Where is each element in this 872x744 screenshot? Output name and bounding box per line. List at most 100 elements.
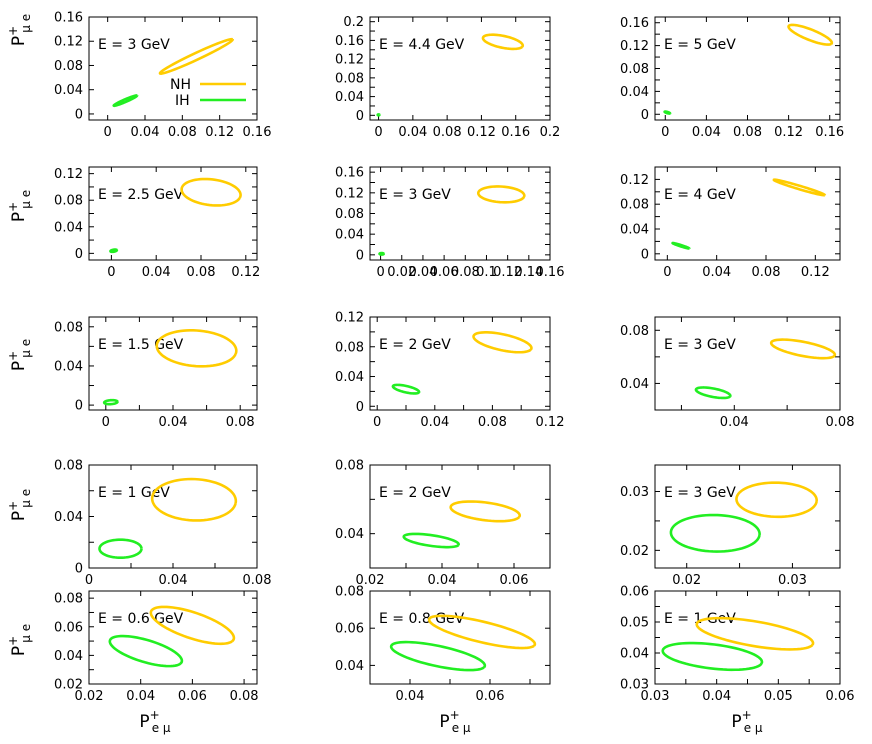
y-tick-label: 0.04 xyxy=(335,527,364,542)
x-tick-label: 0.04 xyxy=(408,265,437,280)
y-tick-label: 0.12 xyxy=(620,39,649,54)
x-tick-label: 0.04 xyxy=(126,689,155,704)
y-tick-label: 0.08 xyxy=(620,62,649,77)
chart-panel: 0 0.04 0.08 0.12 0 0.04 0.08 0.12 E = 2.5 GeV xyxy=(54,166,260,280)
nh-ellipse xyxy=(695,616,815,651)
y-axis-label-sub: μ e xyxy=(19,489,33,508)
x-axis-label-main: P xyxy=(139,712,149,732)
nh-ellipse xyxy=(472,331,533,354)
ih-ellipse xyxy=(112,94,139,108)
x-tick-label: 0.04 xyxy=(702,689,731,704)
x-tick-label: 0.06 xyxy=(430,265,459,280)
chart-panel: 0 0.04 0.08 0.12 0 0.04 0.08 0.12 E = 2 GeV xyxy=(335,311,564,431)
x-axis-label-sup: + xyxy=(150,708,160,722)
nh-ellipse xyxy=(427,614,537,650)
y-axis-label-sup: + xyxy=(6,26,20,36)
x-axis-label-col-2: P+ e μ xyxy=(439,708,471,735)
x-tick-label: 0.04 xyxy=(142,265,171,280)
y-tick-label: 0.04 xyxy=(335,228,364,243)
x-tick-label: 0.16 xyxy=(243,125,272,140)
y-tick-label: 0.04 xyxy=(54,649,83,664)
y-tick-label: 0 xyxy=(356,248,364,263)
ih-ellipse xyxy=(402,532,460,549)
x-tick-label: 0.08 xyxy=(187,265,216,280)
x-tick-label: 0.04 xyxy=(131,125,160,140)
chart-panel: 0.02 0.04 0.06 0.04 0.08 E = 2 GeV xyxy=(335,459,551,588)
x-axis-label-col-1: P+ e μ xyxy=(139,708,171,735)
energy-label: E = 2 GeV xyxy=(379,485,451,501)
x-tick-label: 0.16 xyxy=(501,125,530,140)
y-axis-label-sup: + xyxy=(6,202,20,212)
y-tick-label: 0.12 xyxy=(335,186,364,201)
plot-frame xyxy=(88,590,258,685)
svg-text:P+μ e: P+μ e xyxy=(6,489,33,521)
x-tick-label: 0.14 xyxy=(514,265,543,280)
y-axis-label-main: P xyxy=(9,361,29,371)
y-tick-label: 0.05 xyxy=(620,616,649,631)
y-tick-label: 0 xyxy=(356,109,364,124)
nh-ellipse xyxy=(772,178,827,197)
y-tick-label: 0.06 xyxy=(54,620,83,635)
x-tick-label: 0.16 xyxy=(536,265,565,280)
energy-label: E = 2 GeV xyxy=(379,337,451,353)
y-tick-label: 0.2 xyxy=(343,15,364,30)
legend-label-nh: NH xyxy=(170,77,191,93)
y-tick-label: 0.04 xyxy=(620,223,649,238)
chart-panel: 0 0.020.040.060.080.10.120.140.1600.040.0… xyxy=(335,166,564,280)
x-tick-label: 0.02 xyxy=(387,265,416,280)
x-tick-label: 0.06 xyxy=(826,689,855,704)
y-tick-label: 0 xyxy=(75,247,83,262)
x-tick-label: 0 xyxy=(102,415,110,430)
panel-grid: 0 0.04 0.08 0.12 0.16 0 0.04 0.08 0.12 0.16 E = 3 … xyxy=(54,11,854,705)
y-tick-label: 0.04 xyxy=(54,510,83,525)
y-tick-label: 0.04 xyxy=(620,85,649,100)
ih-ellipse xyxy=(661,641,764,672)
y-tick-label: 0.08 xyxy=(54,592,83,607)
y-tick-label: 0.12 xyxy=(54,167,83,182)
y-tick-label: 0.04 xyxy=(620,647,649,662)
y-tick-label: 0.04 xyxy=(335,659,364,674)
y-tick-label: 0.12 xyxy=(335,311,364,326)
plot-frame xyxy=(369,16,551,121)
y-tick-label: 0.08 xyxy=(54,194,83,209)
plot-frame xyxy=(88,316,258,411)
energy-label: E = 0.8 GeV xyxy=(379,611,465,627)
x-tick-label: 0.08 xyxy=(451,265,480,280)
x-tick-label: 0.12 xyxy=(231,265,260,280)
x-tick-label: 0.04 xyxy=(398,125,427,140)
x-tick-label: 0.12 xyxy=(205,125,234,140)
x-tick-label: 0.12 xyxy=(467,125,496,140)
y-tick-label: 0 xyxy=(75,399,83,414)
y-tick-label: 0.12 xyxy=(620,173,649,188)
y-tick-label: 0.16 xyxy=(335,34,364,49)
x-tick-label: 0.04 xyxy=(692,125,721,140)
ih-ellipse xyxy=(376,113,381,117)
x-axis-label-sup: + xyxy=(450,708,460,722)
nh-ellipse xyxy=(155,329,238,368)
plot-frame xyxy=(654,166,841,261)
x-tick-label: 0.12 xyxy=(774,125,803,140)
y-tick-label: 0.08 xyxy=(54,320,83,335)
chart-panel: 0 0.04 0.08 0.12 0.16 0 0.04 0.08 0.12 0.16 E = 5 … xyxy=(620,16,844,140)
x-tick-label: 0.02 xyxy=(75,689,104,704)
y-tick-label: 0.04 xyxy=(335,370,364,385)
y-tick-label: 0.04 xyxy=(620,377,649,392)
x-tick-label: 0.03 xyxy=(641,689,670,704)
ih-ellipse xyxy=(669,513,761,553)
x-tick-label: 0.02 xyxy=(356,573,385,588)
x-axis-label-sub: e μ xyxy=(152,721,171,735)
y-axis-label-sup: + xyxy=(6,501,20,511)
y-axis-label-sub: μ e xyxy=(19,190,33,209)
y-tick-label: 0.08 xyxy=(54,459,83,474)
chart-panel: 0.04 0.06 0.04 0.06 0.08 E = 0.8 GeV xyxy=(335,585,551,704)
x-tick-label: 0 xyxy=(85,573,93,588)
x-tick-label: 0.04 xyxy=(159,573,188,588)
energy-label: E = 3 GeV xyxy=(664,485,736,501)
x-tick-label: 0.04 xyxy=(702,265,731,280)
energy-label: E = 2.5 GeV xyxy=(98,187,184,203)
y-tick-label: 0.04 xyxy=(335,90,364,105)
x-tick-label: 0.06 xyxy=(178,689,207,704)
chart-panel: 0.04 0.08 0.04 0.08 E = 3 GeV xyxy=(620,316,854,430)
ih-ellipse xyxy=(663,110,672,115)
x-axis-label-sup: + xyxy=(742,708,752,722)
